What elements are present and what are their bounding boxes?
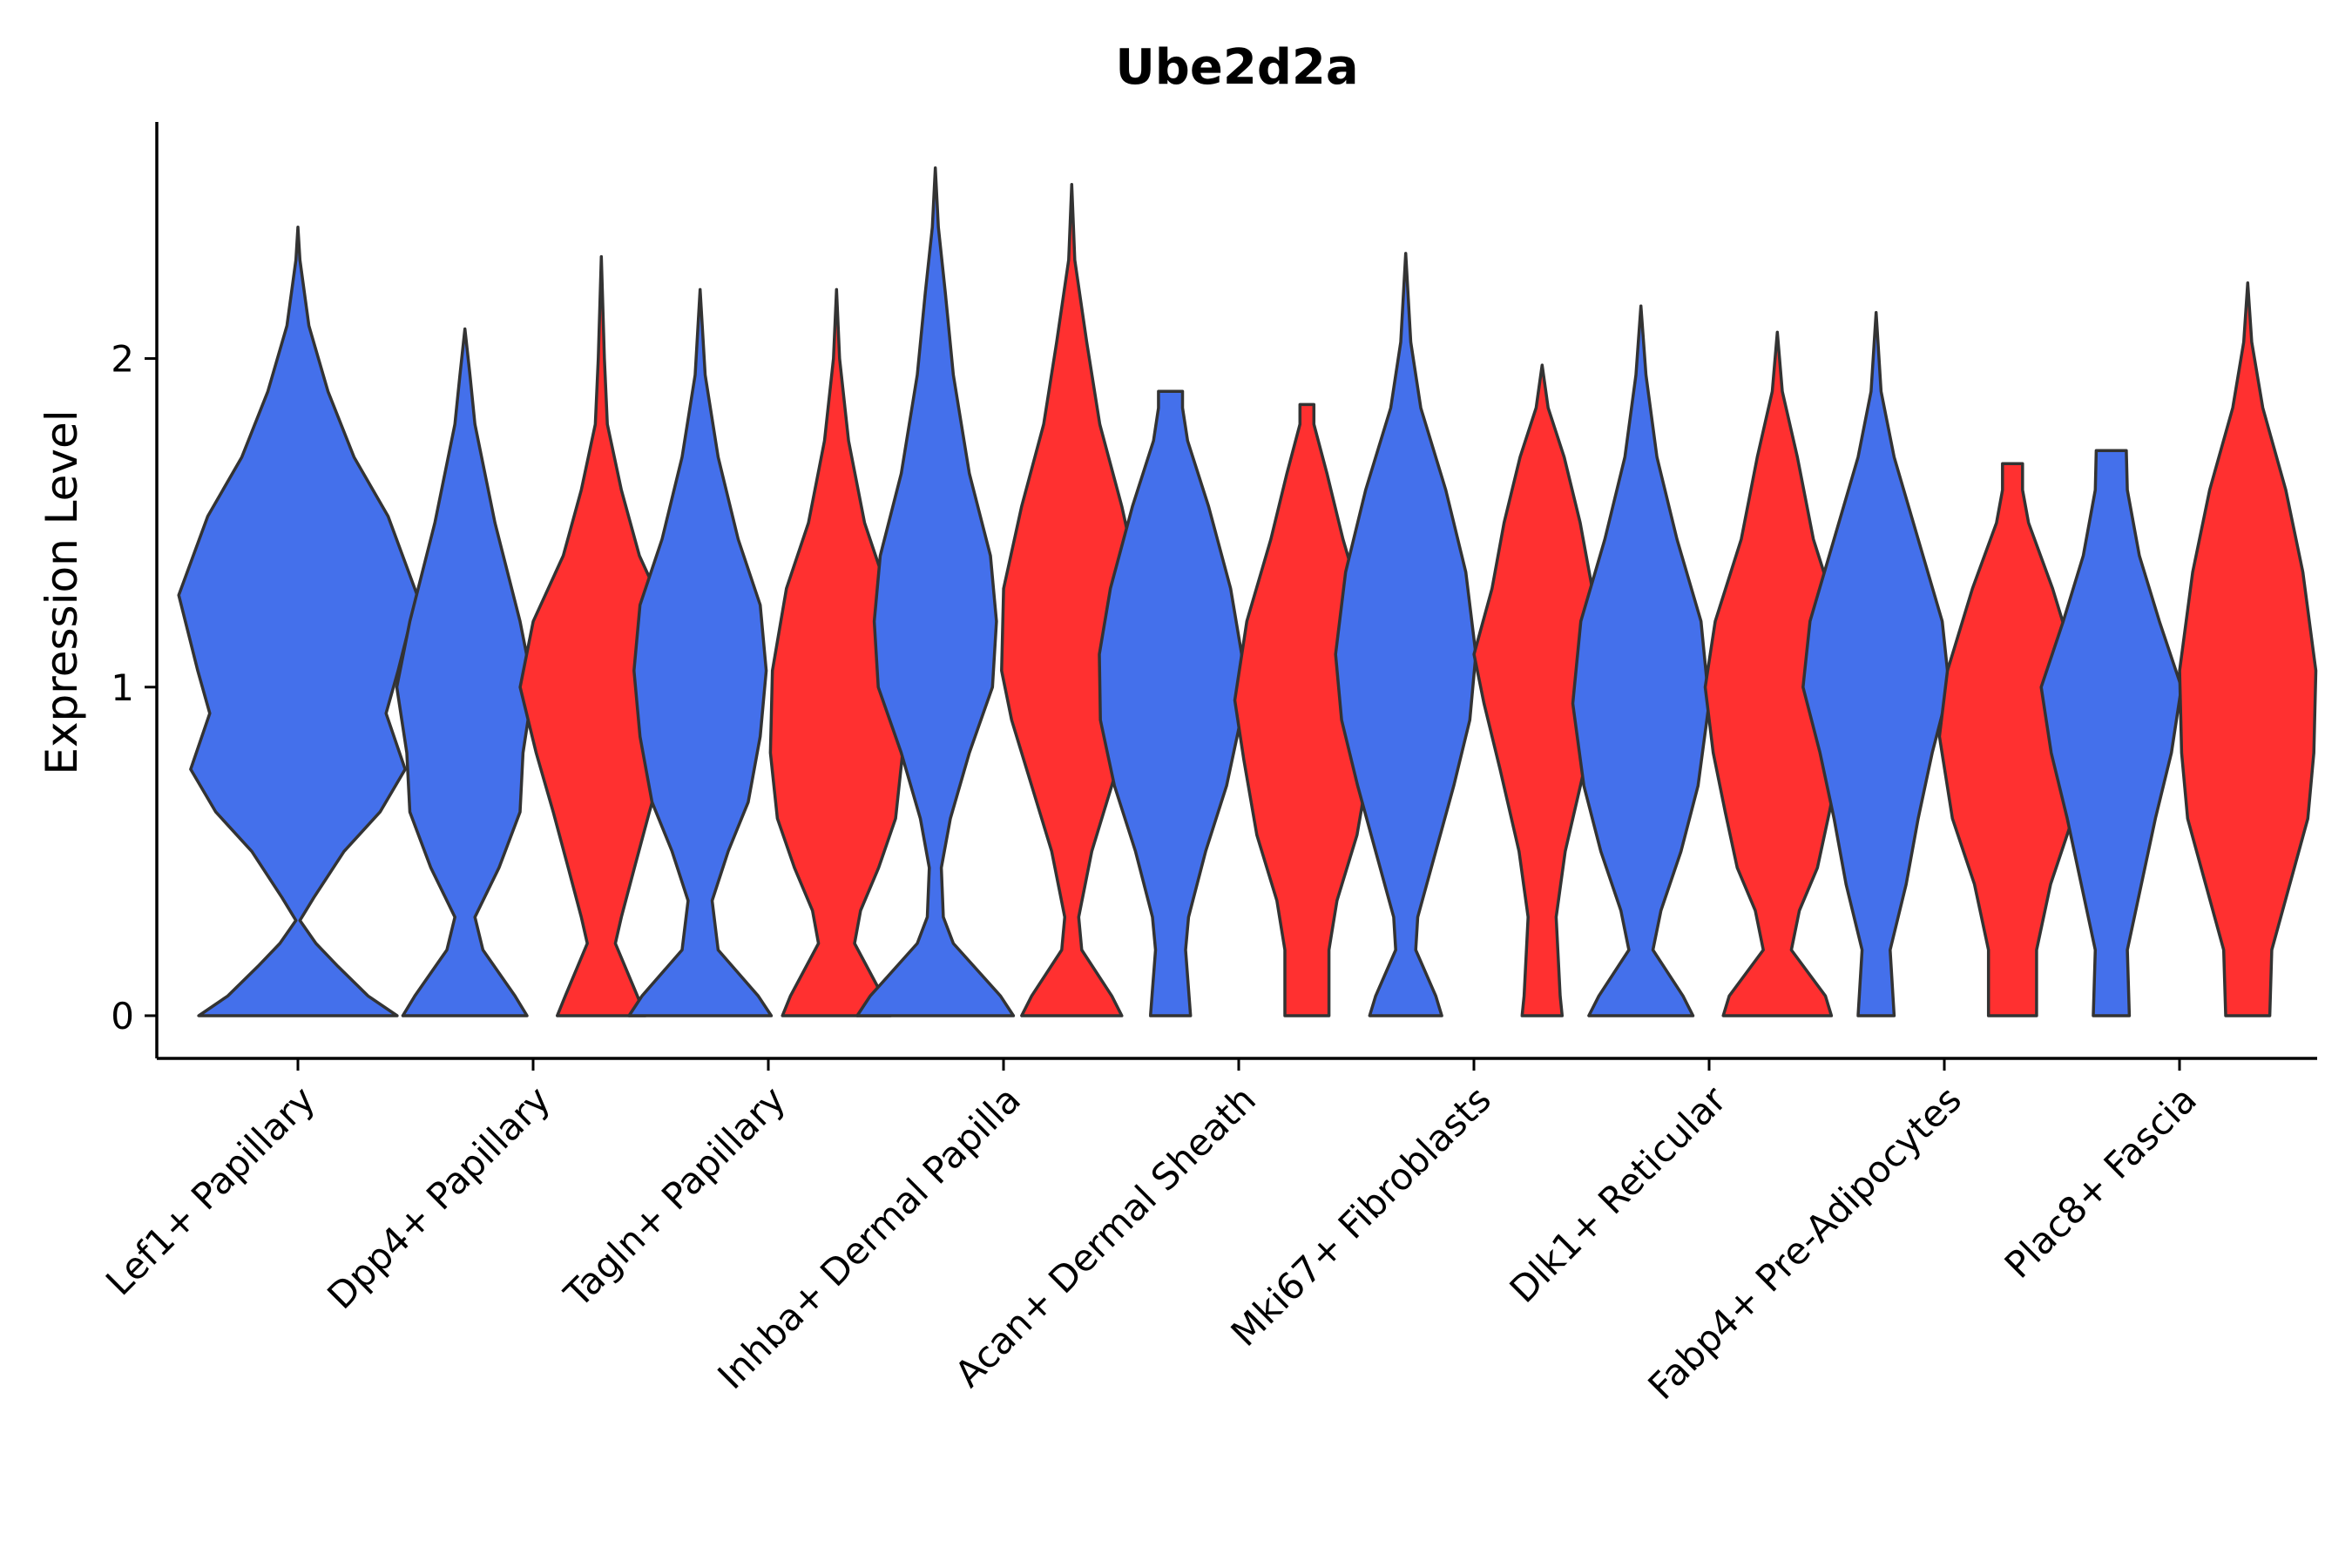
violin-blue-6 bbox=[1571, 304, 1711, 1017]
violin-red-2 bbox=[768, 287, 904, 1017]
x-tick-label: Tagln+ Papillary bbox=[556, 1078, 794, 1315]
x-tick-label: Lef1+ Papillary bbox=[98, 1078, 323, 1303]
violin-blue-8 bbox=[2039, 449, 2183, 1017]
x-tick-label: Mki67+ Fibroblasts bbox=[1223, 1078, 1499, 1354]
violin-blue-5 bbox=[1334, 252, 1477, 1017]
x-tick-label: Dpp4+ Papillary bbox=[319, 1078, 558, 1317]
violin-blue-1 bbox=[395, 327, 535, 1017]
violin-red-5 bbox=[1472, 363, 1612, 1017]
violin-red-1 bbox=[518, 254, 685, 1017]
violin-blue-3 bbox=[855, 166, 1016, 1017]
violin-red-7 bbox=[1937, 462, 2088, 1017]
y-tick-label: 0 bbox=[111, 995, 134, 1037]
violin-blue-7 bbox=[1801, 311, 1951, 1017]
violin-red-3 bbox=[1000, 182, 1144, 1017]
violin-red-6 bbox=[1703, 330, 1851, 1017]
violin-red-8 bbox=[2178, 281, 2318, 1017]
y-tick-label: 2 bbox=[111, 338, 134, 381]
violin-blue-4 bbox=[1098, 389, 1244, 1017]
violin-blue-2 bbox=[627, 287, 774, 1017]
y-tick-label: 1 bbox=[111, 666, 134, 709]
x-tick-label: Dlk1+ Reticular bbox=[1502, 1078, 1735, 1311]
violin-red-4 bbox=[1233, 402, 1381, 1017]
violin-layer bbox=[177, 166, 2318, 1017]
x-tick-label: Plac8+ Fascia bbox=[1997, 1078, 2205, 1286]
y-axis-label: Expression Level bbox=[37, 409, 87, 774]
chart-title: Ube2d2a bbox=[1115, 39, 1358, 96]
violin-blue-0 bbox=[177, 225, 419, 1017]
